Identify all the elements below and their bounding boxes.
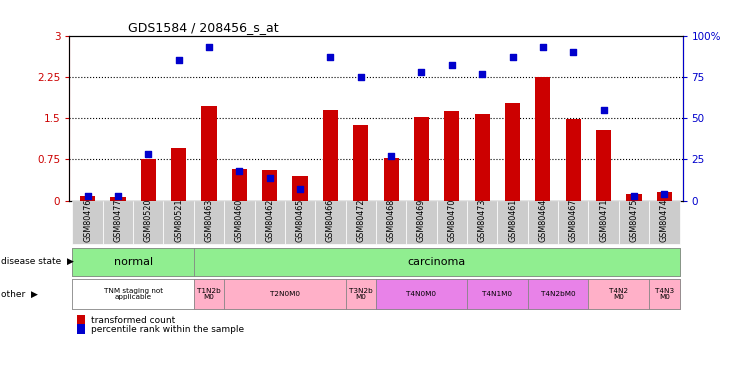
Point [203, 44, 215, 50]
Bar [474, 114, 490, 201]
Text: GSM80467: GSM80467 [569, 198, 577, 242]
Point [82, 193, 93, 199]
Text: TNM staging not
applicable: TNM staging not applicable [104, 288, 163, 300]
Point [294, 186, 306, 192]
Text: T3N2b
M0: T3N2b M0 [349, 288, 372, 300]
Point [628, 193, 639, 199]
Text: normal: normal [114, 256, 153, 267]
Text: GSM80474: GSM80474 [660, 198, 669, 242]
Text: GSM80476: GSM80476 [83, 198, 92, 242]
Text: T4N2
M0: T4N2 M0 [610, 288, 629, 300]
Bar [505, 103, 520, 201]
Text: T2N0M0: T2N0M0 [270, 291, 300, 297]
Text: GSM80471: GSM80471 [599, 198, 608, 242]
Text: GSM80469: GSM80469 [417, 198, 426, 242]
Text: GSM80462: GSM80462 [265, 198, 274, 242]
Bar [171, 148, 186, 201]
Point [477, 70, 488, 76]
Bar [262, 170, 277, 201]
Text: transformed count: transformed count [91, 316, 175, 325]
Text: GSM80468: GSM80468 [387, 199, 396, 242]
Bar [353, 125, 369, 201]
Text: GSM80466: GSM80466 [326, 199, 335, 242]
Point [112, 193, 124, 199]
Point [446, 62, 458, 68]
Text: GSM80520: GSM80520 [144, 198, 153, 242]
Text: GSM80460: GSM80460 [235, 199, 244, 242]
Text: GSM80473: GSM80473 [477, 198, 487, 242]
Bar [535, 77, 550, 201]
Text: T1N2b
M0: T1N2b M0 [197, 288, 221, 300]
Bar [201, 106, 217, 201]
Point [325, 54, 337, 60]
Point [355, 74, 366, 80]
Text: T4N1M0: T4N1M0 [483, 291, 512, 297]
Text: GSM80464: GSM80464 [539, 199, 548, 242]
Bar [596, 130, 611, 201]
Bar [414, 117, 429, 201]
Text: GSM80465: GSM80465 [296, 198, 304, 242]
Bar [323, 110, 338, 201]
Point [415, 69, 427, 75]
Text: GSM80470: GSM80470 [447, 198, 456, 242]
Text: GSM80521: GSM80521 [174, 198, 183, 242]
Point [507, 54, 518, 60]
Point [598, 107, 610, 113]
Text: GSM80472: GSM80472 [356, 198, 365, 242]
Bar [566, 119, 581, 201]
Point [567, 49, 579, 55]
Point [264, 174, 275, 180]
Bar [383, 158, 399, 201]
Bar [80, 196, 95, 201]
Text: percentile rank within the sample: percentile rank within the sample [91, 325, 245, 334]
Bar [293, 176, 307, 201]
Point [142, 152, 154, 157]
Point [385, 153, 397, 159]
Text: T4N0M0: T4N0M0 [407, 291, 437, 297]
Text: carcinoma: carcinoma [407, 256, 466, 267]
Bar [110, 197, 126, 201]
Point [658, 191, 670, 197]
Text: GSM80463: GSM80463 [204, 199, 213, 242]
Text: GDS1584 / 208456_s_at: GDS1584 / 208456_s_at [128, 21, 278, 34]
Text: other  ▶: other ▶ [1, 290, 38, 298]
Bar [657, 192, 672, 201]
Text: GSM80461: GSM80461 [508, 199, 517, 242]
Bar [445, 111, 459, 201]
Text: GSM80477: GSM80477 [113, 198, 123, 242]
Text: T4N2bM0: T4N2bM0 [541, 291, 575, 297]
Point [537, 44, 549, 50]
Bar [141, 159, 156, 201]
Bar [231, 169, 247, 201]
Text: GSM80475: GSM80475 [629, 198, 639, 242]
Point [173, 57, 185, 63]
Text: T4N3
M0: T4N3 M0 [655, 288, 674, 300]
Bar [626, 194, 642, 201]
Text: disease state  ▶: disease state ▶ [1, 257, 74, 266]
Point [234, 168, 245, 174]
